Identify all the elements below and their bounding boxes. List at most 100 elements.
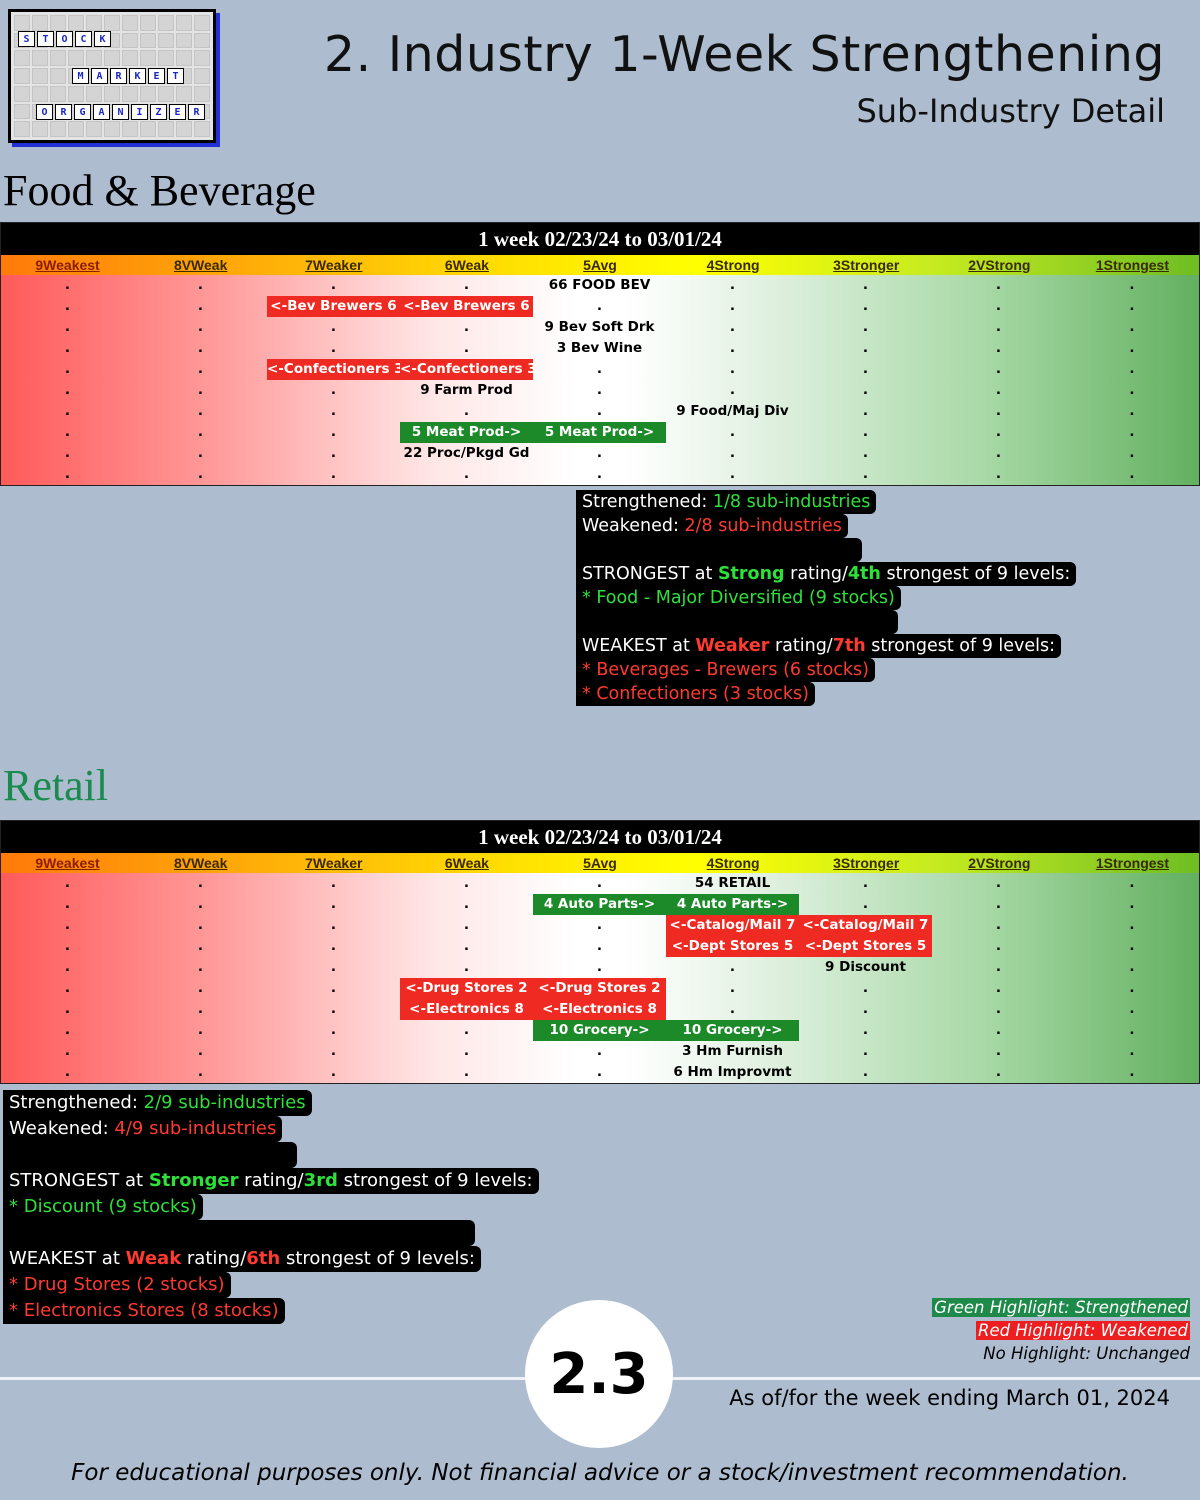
empty-cell: . bbox=[596, 382, 603, 398]
sub-industry-cell: <-Electronics 8 bbox=[400, 999, 533, 1020]
logo-grid-cell bbox=[50, 15, 66, 31]
empty-cell: . bbox=[463, 875, 470, 891]
logo-grid-cell bbox=[50, 68, 66, 84]
logo-grid-cell bbox=[68, 50, 84, 67]
sub-industry-cell: 22 Proc/Pkgd Gd bbox=[403, 445, 530, 461]
level-label: 9Weakest bbox=[35, 855, 100, 871]
logo-grid-cell bbox=[158, 15, 174, 31]
weakened-label: Weakened: bbox=[9, 1118, 115, 1139]
empty-cell: . bbox=[1129, 382, 1135, 398]
logo-letter: C bbox=[75, 31, 92, 47]
summary-spacer bbox=[3, 1142, 297, 1168]
weakest-mid: rating/ bbox=[181, 1248, 247, 1269]
empty-cell: . bbox=[862, 466, 869, 482]
disclaimer: For educational purposes only. Not finan… bbox=[71, 1460, 1129, 1486]
empty-cell: . bbox=[1129, 319, 1135, 335]
empty-cell: . bbox=[995, 382, 1002, 398]
table-row: ... <-Drug Stores 2 <-Drug Stores 2.... bbox=[1, 978, 1199, 999]
empty-cell: . bbox=[995, 403, 1002, 419]
strengthened-value: 2/9 sub-industries bbox=[143, 1092, 306, 1113]
logo-letter: E bbox=[148, 68, 165, 84]
weakest-mid: rating/ bbox=[769, 636, 833, 656]
logo-grid-cell bbox=[158, 50, 174, 67]
logo-grid-cell bbox=[122, 85, 138, 102]
empty-cell: . bbox=[995, 298, 1002, 314]
logo-grid-cell bbox=[14, 85, 30, 102]
empty-cell: . bbox=[463, 917, 470, 933]
sub-industry-cell: <-Confectioners 3 bbox=[267, 359, 400, 380]
sub-industry-cell: <-Bev Brewers 6 bbox=[267, 296, 400, 317]
table-row: ..... <-Dept Stores 5 <-Dept Stores 5.. bbox=[1, 936, 1199, 957]
empty-cell: . bbox=[330, 424, 337, 440]
table-body: ..... 54 RETAIL....... 4 Auto Parts-> 4 Aut… bbox=[1, 873, 1199, 1083]
table-period-header: 1 week 02/23/24 to 03/01/24 bbox=[1, 223, 1199, 255]
logo-grid-cell bbox=[86, 50, 102, 67]
table-row: .. <-Confectioners 3 <-Confectioners 3....… bbox=[1, 359, 1199, 380]
level-label: 8VWeak bbox=[173, 257, 228, 273]
empty-cell: . bbox=[862, 277, 869, 293]
empty-cell: . bbox=[729, 959, 736, 975]
empty-cell: . bbox=[463, 938, 470, 954]
strongest-rank: 3rd bbox=[303, 1170, 338, 1191]
empty-cell: . bbox=[330, 980, 337, 996]
logo-grid-cell bbox=[176, 85, 192, 102]
sub-industry-table-food-beverage: 1 week 02/23/24 to 03/01/24 9Weakest 8VW… bbox=[0, 222, 1200, 486]
empty-cell: . bbox=[862, 980, 869, 996]
empty-cell: . bbox=[330, 340, 337, 356]
empty-cell: . bbox=[330, 445, 337, 461]
logo-grid-cell bbox=[104, 85, 120, 102]
table-row: .... 3 Bev Wine.... bbox=[1, 338, 1199, 359]
empty-cell: . bbox=[729, 424, 736, 440]
logo-grid-cell bbox=[14, 103, 30, 120]
logo-grid-cell bbox=[122, 32, 138, 49]
strongest-mid: rating/ bbox=[784, 564, 848, 584]
weakened-value: 2/8 sub-industries bbox=[684, 516, 842, 536]
summary-weakest: WEAKEST at Weaker rating/7th strongest o… bbox=[576, 634, 1062, 658]
empty-cell: . bbox=[463, 959, 470, 975]
strengthened-label: Strengthened: bbox=[9, 1092, 144, 1113]
logo-letter: G bbox=[74, 104, 91, 120]
empty-cell: . bbox=[729, 466, 736, 482]
empty-cell: . bbox=[729, 340, 736, 356]
weakened-value: 4/9 sub-industries bbox=[114, 1118, 277, 1139]
level-label: 3Stronger bbox=[833, 855, 900, 871]
empty-cell: . bbox=[197, 445, 204, 461]
logo-letter: T bbox=[37, 31, 54, 47]
empty-cell: . bbox=[995, 445, 1002, 461]
empty-cell: . bbox=[330, 1001, 337, 1017]
empty-cell: . bbox=[995, 980, 1002, 996]
empty-cell: . bbox=[1129, 340, 1135, 356]
summary-strongest: STRONGEST at Stronger rating/3rd stronge… bbox=[3, 1168, 539, 1194]
table-row: .... 9 Bev Soft Drk.... bbox=[1, 317, 1199, 338]
level-label: 8VWeak bbox=[173, 855, 228, 871]
logo-letter: Z bbox=[150, 104, 167, 120]
empty-cell: . bbox=[862, 298, 869, 314]
page-number-badge: 2.3 bbox=[525, 1300, 673, 1448]
empty-cell: . bbox=[197, 382, 204, 398]
empty-cell: . bbox=[197, 875, 204, 891]
level-label: 5Avg bbox=[583, 855, 617, 871]
logo-letter: N bbox=[112, 104, 129, 120]
empty-cell: . bbox=[197, 938, 204, 954]
empty-cell: . bbox=[1129, 938, 1135, 954]
summary-retail: Strengthened: 2/9 sub-industries Weakene… bbox=[3, 1090, 539, 1324]
summary-weakened: Weakened: 4/9 sub-industries bbox=[3, 1116, 283, 1142]
empty-cell: . bbox=[64, 340, 71, 356]
empty-cell: . bbox=[330, 1043, 337, 1059]
sub-industry-cell: 66 FOOD BEV bbox=[548, 277, 651, 293]
empty-cell: . bbox=[330, 875, 337, 891]
empty-cell: . bbox=[729, 298, 736, 314]
empty-cell: . bbox=[64, 445, 71, 461]
sub-industry-cell: 5 Meat Prod-> bbox=[400, 422, 533, 443]
summary-weakened: Weakened: 2/8 sub-industries bbox=[576, 514, 848, 538]
logo-letter: R bbox=[55, 104, 72, 120]
logo-grid-cell bbox=[86, 15, 102, 31]
empty-cell: . bbox=[729, 980, 736, 996]
sub-industry-cell: 3 Bev Wine bbox=[556, 340, 643, 356]
legend: Green Highlight: Strengthened Red Highli… bbox=[932, 1298, 1190, 1363]
empty-cell: . bbox=[596, 403, 603, 419]
empty-cell: . bbox=[330, 917, 337, 933]
sub-industry-cell: 9 Food/Maj Div bbox=[676, 403, 789, 419]
